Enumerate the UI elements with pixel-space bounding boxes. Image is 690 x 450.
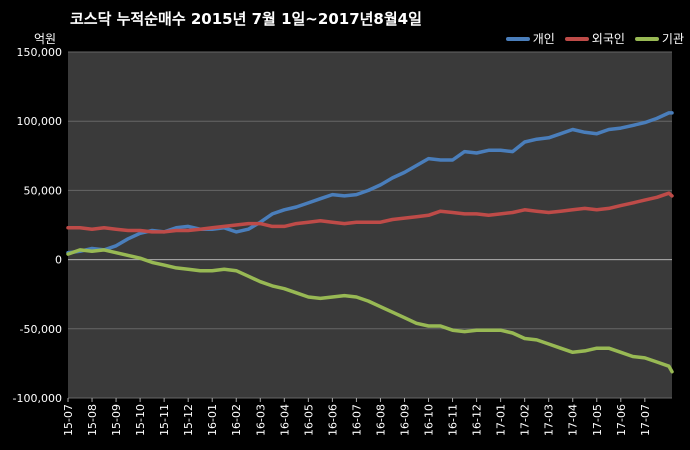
y-tick-label: 100,000 xyxy=(17,115,63,128)
x-tick-label: 16-12 xyxy=(471,404,484,436)
x-tick-label: 16-01 xyxy=(206,404,219,436)
x-tick-label: 17-04 xyxy=(567,404,580,436)
y-axis-unit-label: 억원 xyxy=(34,32,57,46)
x-tick-label: 16-08 xyxy=(374,404,387,436)
x-tick-label: 15-12 xyxy=(182,404,195,436)
legend-label-institution: 기관 xyxy=(661,32,684,46)
legend-item-foreign: 외국인 xyxy=(564,30,625,47)
x-tick-label: 15-10 xyxy=(134,404,147,436)
legend-item-institution: 기관 xyxy=(634,30,684,47)
chart-legend: 개인 외국인 기관 xyxy=(505,30,684,47)
x-tick-label: 17-01 xyxy=(495,404,508,436)
x-tick-label: 16-10 xyxy=(423,404,436,436)
legend-swatch-individual xyxy=(505,36,530,41)
x-tick-label: 17-02 xyxy=(519,404,532,436)
legend-item-individual: 개인 xyxy=(505,30,555,47)
y-tick-label: 150,000 xyxy=(17,46,63,59)
x-tick-label: 16-11 xyxy=(447,404,460,436)
x-tick-label: 16-05 xyxy=(302,404,315,436)
x-tick-label: 15-07 xyxy=(62,404,75,436)
chart-title: 코스닥 누적순매수 2015년 7월 1일~2017년8월4일 xyxy=(70,10,422,28)
y-tick-label: 50,000 xyxy=(24,184,63,197)
legend-swatch-foreign xyxy=(564,36,589,41)
y-tick-label: -50,000 xyxy=(20,323,62,336)
plot-background xyxy=(68,52,672,398)
x-tick-label: 17-07 xyxy=(639,404,652,436)
legend-swatch-institution xyxy=(634,36,659,41)
series-line-institution xyxy=(66,248,674,374)
series-line-foreign xyxy=(66,191,674,234)
x-tick-label: 17-03 xyxy=(543,404,556,436)
x-tick-label: 17-06 xyxy=(615,404,628,436)
x-tick-label: 16-03 xyxy=(254,404,267,436)
y-tick-label: -100,000 xyxy=(13,392,62,405)
x-tick-label: 16-04 xyxy=(278,404,291,436)
x-tick-label: 17-05 xyxy=(591,404,604,436)
y-tick-label: 0 xyxy=(55,254,62,267)
x-tick-label: 15-09 xyxy=(110,404,123,436)
x-tick-label: 16-07 xyxy=(350,404,363,436)
x-tick-label: 16-02 xyxy=(230,404,243,436)
x-tick-label: 15-08 xyxy=(86,404,99,436)
legend-label-foreign: 외국인 xyxy=(591,32,625,46)
x-tick-label: 15-11 xyxy=(158,404,171,436)
legend-label-individual: 개인 xyxy=(532,32,555,46)
x-tick-label: 16-06 xyxy=(326,404,339,436)
x-tick-label: 16-09 xyxy=(398,404,411,436)
